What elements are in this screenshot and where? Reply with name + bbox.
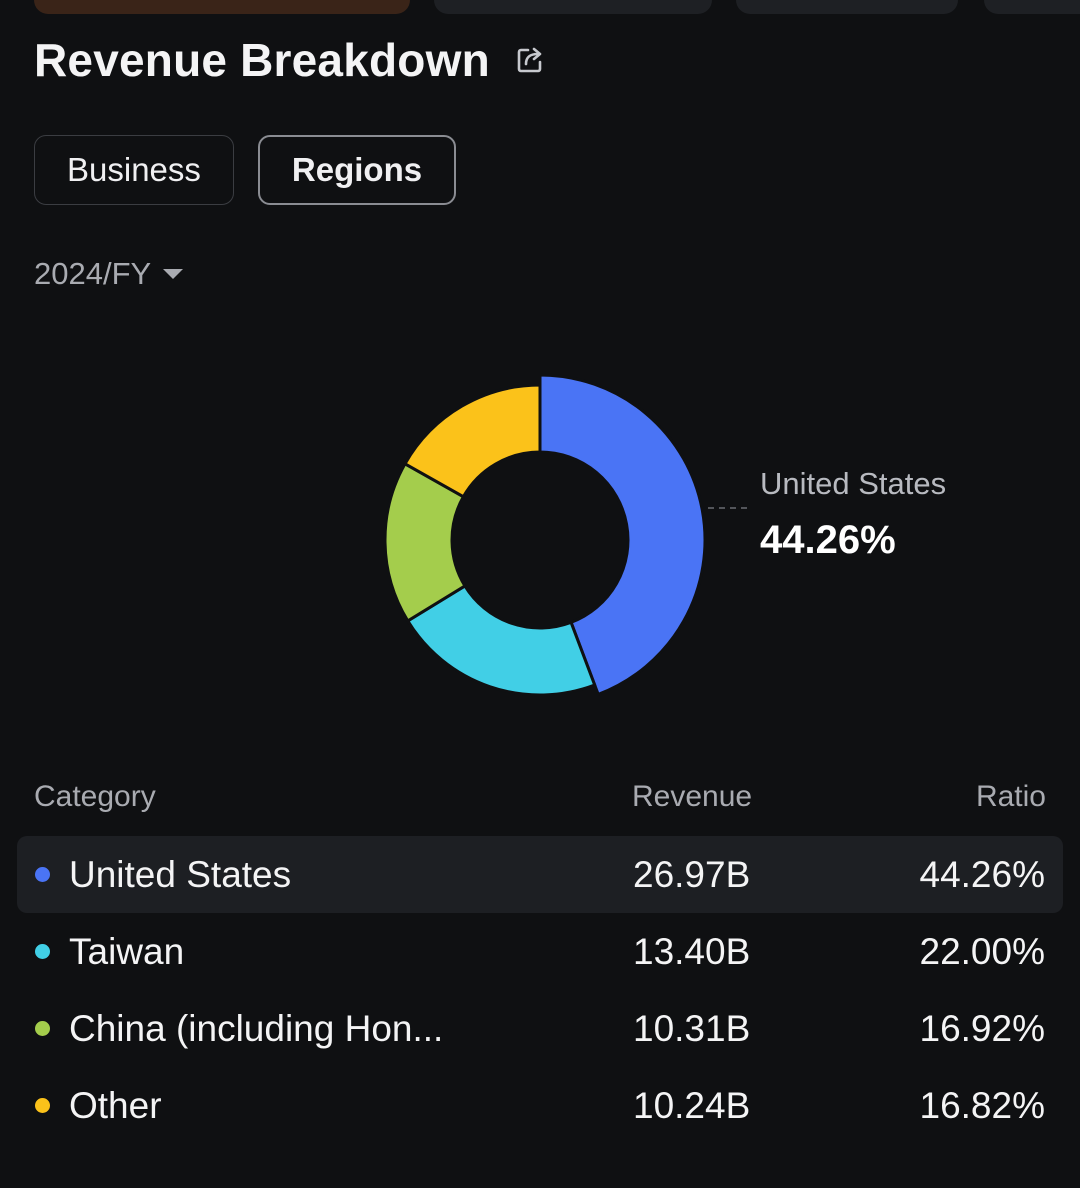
- section-header: Revenue Breakdown: [34, 30, 546, 90]
- row-name: Other: [69, 1085, 162, 1126]
- breakdown-toggle: Business Regions: [34, 135, 457, 205]
- caret-down-icon: [163, 269, 184, 279]
- row-name: Taiwan: [69, 931, 185, 972]
- series-dot: [35, 1098, 50, 1113]
- business-tab[interactable]: Business: [34, 135, 234, 205]
- revenue-header: Revenue: [632, 780, 753, 813]
- period-selector[interactable]: 2024/FY: [34, 256, 184, 292]
- table-header: Category Revenue Ratio: [34, 780, 1046, 820]
- donut-slice-united-states[interactable]: [538, 373, 707, 697]
- share-icon[interactable]: [514, 44, 546, 76]
- row-name: China (including Hon...: [69, 1008, 444, 1049]
- table-row[interactable]: United States 26.97B 44.26%: [17, 836, 1063, 913]
- category-header: Category: [34, 780, 156, 813]
- breakdown-table: United States 26.97B 44.26% Taiwan 13.40…: [17, 836, 1063, 1144]
- series-dot: [35, 867, 50, 882]
- table-row[interactable]: China (including Hon... 10.31B 16.92%: [17, 990, 1063, 1067]
- row-revenue: 26.97B: [633, 854, 751, 895]
- row-revenue: 13.40B: [633, 931, 751, 972]
- top-tab-2[interactable]: [434, 0, 712, 14]
- table-row[interactable]: Taiwan 13.40B 22.00%: [17, 913, 1063, 990]
- page-title: Revenue Breakdown: [34, 34, 490, 86]
- top-tab-strip: [0, 0, 1080, 14]
- row-ratio: 16.92%: [919, 1008, 1046, 1049]
- row-ratio: 16.82%: [919, 1085, 1046, 1126]
- row-ratio: 44.26%: [919, 854, 1046, 895]
- top-tab-4[interactable]: [984, 0, 1080, 14]
- row-revenue: 10.31B: [633, 1008, 751, 1049]
- period-label: 2024/FY: [34, 256, 152, 291]
- donut-slice-taiwan[interactable]: [405, 583, 597, 697]
- row-name: United States: [69, 854, 292, 895]
- row-ratio: 22.00%: [919, 931, 1046, 972]
- series-dot: [35, 944, 50, 959]
- donut-slice-other[interactable]: [402, 383, 542, 499]
- regions-tab[interactable]: Regions: [257, 135, 457, 205]
- table-row[interactable]: Other 10.24B 16.82%: [17, 1067, 1063, 1144]
- top-tab-3[interactable]: [736, 0, 958, 14]
- callout-value: 44.26%: [760, 518, 896, 562]
- callout-label: United States: [760, 466, 947, 501]
- revenue-donut-chart: [383, 373, 748, 697]
- top-tab-1[interactable]: [34, 0, 410, 14]
- row-revenue: 10.24B: [633, 1085, 751, 1126]
- ratio-header: Ratio: [975, 780, 1046, 813]
- series-dot: [35, 1021, 50, 1036]
